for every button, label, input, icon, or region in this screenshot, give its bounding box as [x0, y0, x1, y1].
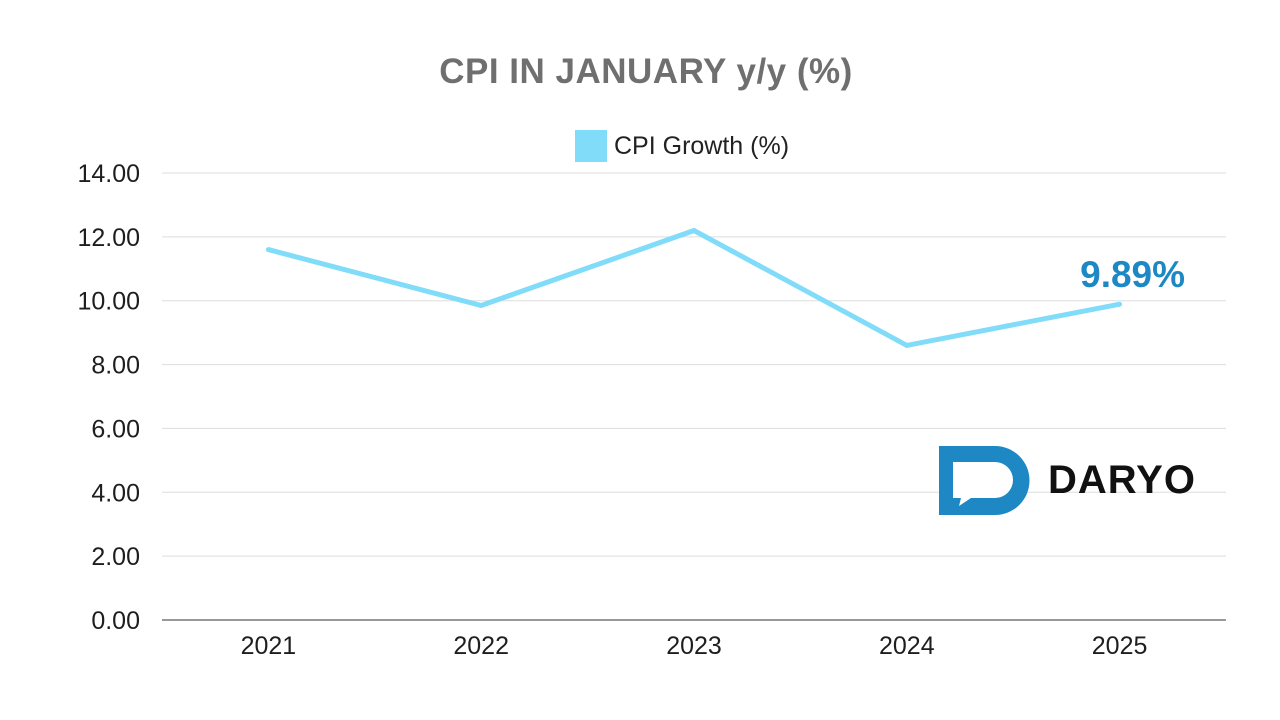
- x-tick-label: 2023: [666, 632, 722, 660]
- y-tick-label: 8.00: [91, 352, 140, 380]
- y-tick-label: 14.00: [77, 160, 140, 188]
- data-point: [478, 303, 484, 309]
- legend-label: CPI Growth (%): [614, 131, 790, 160]
- legend: CPI Growth (%): [575, 130, 789, 162]
- logo-wordmark: DARYO: [1048, 458, 1196, 502]
- chart-title: CPI IN JANUARY y/y (%): [439, 52, 853, 91]
- data-point: [904, 342, 910, 348]
- data-point: [1117, 301, 1123, 307]
- legend-swatch: [575, 130, 607, 162]
- data-point: [691, 227, 697, 233]
- chat-bubble-icon: [939, 446, 1030, 515]
- x-tick-label: 2025: [1092, 632, 1148, 660]
- y-tick-label: 12.00: [77, 224, 140, 252]
- y-tick-label: 0.00: [91, 607, 140, 635]
- y-tick-label: 10.00: [77, 288, 140, 316]
- logo: DARYO: [939, 446, 1196, 515]
- x-tick-label: 2022: [453, 632, 509, 660]
- y-tick-label: 4.00: [91, 479, 140, 507]
- series-line: [267, 227, 1121, 349]
- x-tick-label: 2021: [241, 632, 297, 660]
- x-tick-label: 2024: [879, 632, 935, 660]
- y-tick-label: 6.00: [91, 415, 140, 443]
- data-point: [265, 247, 271, 253]
- data-label: 9.89%: [1080, 254, 1185, 295]
- y-tick-label: 2.00: [91, 543, 140, 571]
